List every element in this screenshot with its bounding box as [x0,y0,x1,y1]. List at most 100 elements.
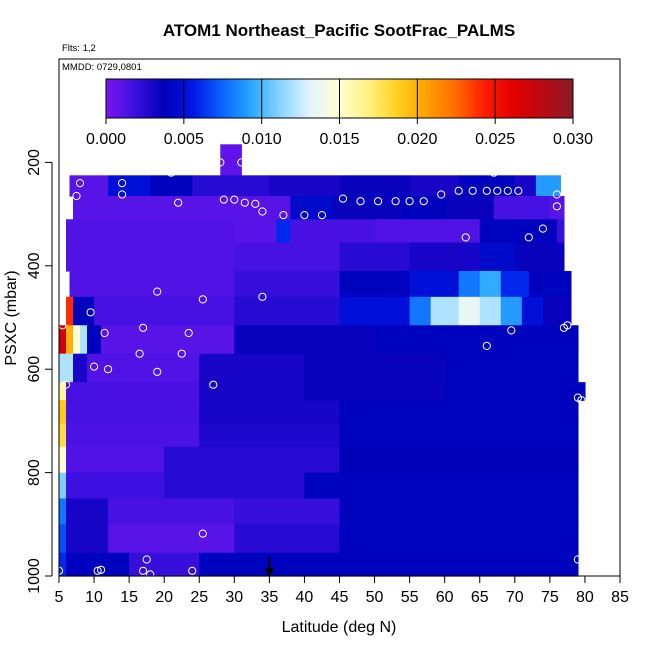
sample-point [177,349,186,358]
sample-point [209,380,218,389]
heatmap-cell [528,270,572,298]
heatmap-cell [514,242,565,272]
heatmap-cell [59,446,67,474]
heatmap-cell [430,296,460,326]
heatmap-cell [164,446,341,474]
heatmap-cell [234,242,341,272]
heatmap-cell [59,382,67,401]
heatmap-cell [199,552,579,577]
sample-point [356,197,365,206]
sample-point [317,211,327,220]
sample-point [118,190,127,199]
heatmap-cell [339,296,411,326]
heatmap-cell [290,219,376,244]
sample-point [503,186,512,195]
x-tick-label: 70 [506,589,524,606]
colorbar-tick-label: 0.015 [319,131,359,148]
sample-point [240,198,249,207]
heatmap-cell [339,242,411,272]
heatmap-cell [59,325,67,355]
heatmap-cell [66,382,200,401]
heatmap-cell [220,144,242,176]
x-tick-label: 60 [436,589,454,606]
heatmap-cell [500,270,530,298]
chart-title: ATOM1 Northeast_Pacific SootFrac_PALMS [163,21,515,40]
heatmap-cell [199,423,341,448]
heatmap-cell [87,353,200,383]
heatmap-cell [234,524,341,554]
colorbar-tick-label: 0.020 [397,131,437,148]
sample-point [61,380,71,389]
heatmap-cell [73,353,88,383]
heatmap-cell [108,175,151,197]
heatmap-cell [87,325,102,355]
sample-point [338,194,348,203]
heatmap-cell [479,219,558,244]
heatmap-cell [409,242,481,272]
heatmap-cell [199,400,341,425]
colorbar-tick-label: 0.025 [475,131,515,148]
sample-point [489,168,498,177]
x-tick-label: 5 [55,589,64,606]
x-tick-label: 55 [401,589,419,606]
heatmap-cell [458,296,481,326]
sample-point [230,195,239,204]
sample-point [97,565,106,574]
heatmap-cell [479,270,502,298]
x-tick-label: 15 [120,589,138,606]
heatmap-cell [66,524,109,554]
sample-point [251,199,260,208]
heatmap-cell [339,524,579,554]
sample-point [118,179,127,188]
heatmap-cell [94,296,235,326]
colorbar-tick-label: 0.000 [86,131,126,148]
sample-point [552,202,562,211]
sample-point [258,292,267,301]
colorbar-tick-label: 0.010 [242,131,282,148]
heatmap-cell [108,524,235,554]
heatmap-cell [535,175,561,197]
sample-point [454,186,463,195]
y-axis-label: PSXC (mbar) [3,270,20,365]
sample-point [279,211,288,220]
sample-point [139,566,148,575]
sample-point [391,197,400,206]
heatmap-cell [339,446,579,474]
sample-point [139,323,148,332]
sample-point [188,566,197,575]
heatmap-cell [374,219,481,244]
heatmap-cell [304,382,446,401]
sample-point [507,326,516,335]
heatmap-cell [444,353,579,383]
sample-point [198,295,207,304]
heatmap-cell [73,296,95,326]
sample-point [468,186,477,195]
x-tick-label: 75 [541,589,559,606]
sample-point [142,555,151,564]
y-tick-label: 600 [26,356,43,383]
heatmap-cell [234,325,376,355]
heatmap-cell [59,552,67,577]
heatmap-cell [409,296,432,326]
heatmap-cell [374,325,579,355]
heatmap-cells [59,144,586,577]
sample-point [153,367,162,376]
heatmap-cell [409,270,460,298]
y-tick-label: 800 [26,459,43,486]
sample-point [538,224,548,233]
heatmap-cell [66,242,235,272]
heatmap-cell [521,296,544,326]
sample-point [573,555,583,564]
sample-point [174,198,183,207]
sample-point [514,186,523,195]
x-tick-label: 45 [331,589,349,606]
heatmap-cell [66,446,165,474]
sample-point [72,191,81,201]
x-axis: 5 10 15 20 25 30 35 40 45 50 55 60 65 70 75 80 85 [55,576,629,606]
sample-point [216,158,225,167]
sample-point [461,233,470,242]
heatmap-cell [69,270,235,298]
sample-point [419,197,428,206]
heatmap-cell [542,296,572,326]
heatmap-cell [108,498,235,525]
